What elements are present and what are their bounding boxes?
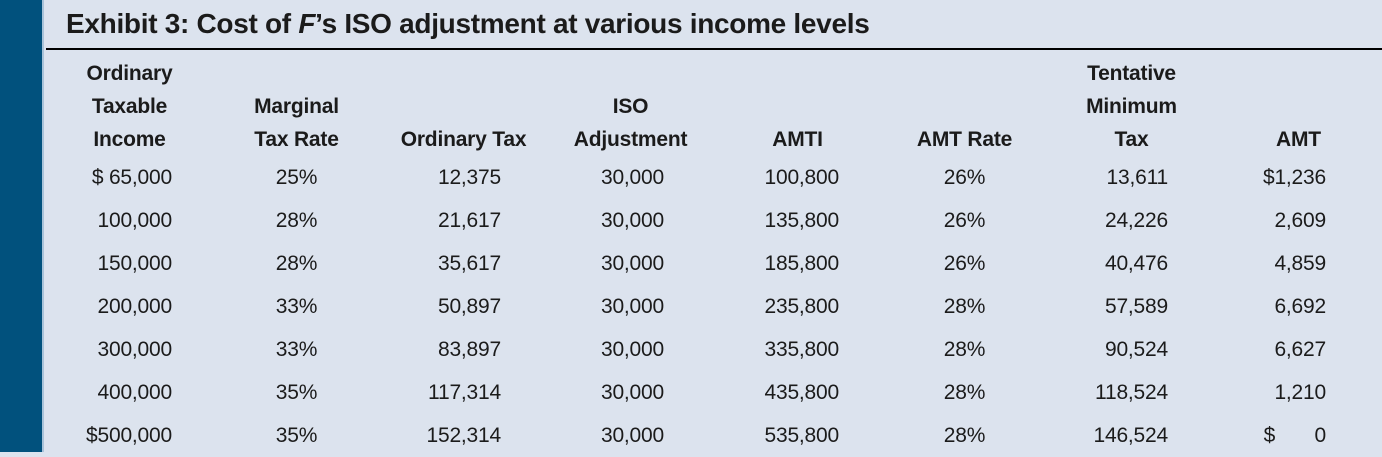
- cell-marginal-tax-rate: 35%: [213, 371, 380, 414]
- cell-marginal-tax-rate: 33%: [213, 328, 380, 371]
- cell-tentative-minimum-tax: 90,524: [1048, 328, 1215, 371]
- cell-ordinary-taxable-income: 200,000: [46, 285, 213, 328]
- cell-iso-adjustment: 30,000: [547, 199, 714, 242]
- column-header-line: Adjustment: [547, 123, 714, 156]
- cell-amt: 2,609: [1215, 199, 1382, 242]
- cell-tentative-minimum-tax: 57,589: [1048, 285, 1215, 328]
- cell-ordinary-tax: 21,617: [380, 199, 547, 242]
- cell-ordinary-taxable-income: $ 65,000: [46, 156, 213, 199]
- column-header-line: Tax: [1048, 123, 1215, 156]
- cell-amt: 6,627: [1215, 328, 1382, 371]
- column-header-line: Income: [46, 123, 213, 156]
- cell-marginal-tax-rate: 28%: [213, 242, 380, 285]
- cell-ordinary-tax: 117,314: [380, 371, 547, 414]
- cell-ordinary-tax: 50,897: [380, 285, 547, 328]
- cell-amt: 1,210: [1215, 371, 1382, 414]
- cell-marginal-tax-rate: 25%: [213, 156, 380, 199]
- column-header-line: Ordinary: [46, 57, 213, 90]
- column-header-line: Tax Rate: [213, 123, 380, 156]
- cell-iso-adjustment: 30,000: [547, 414, 714, 457]
- column-header-line: ISO: [547, 90, 714, 123]
- cell-tentative-minimum-tax: 146,524: [1048, 414, 1215, 457]
- column-header-line: Ordinary Tax: [380, 123, 547, 156]
- exhibit-title-suffix: ’s ISO adjustment at various income leve…: [315, 8, 869, 39]
- cell-amti: 235,800: [714, 285, 881, 328]
- cell-amt: $1,236: [1215, 156, 1382, 199]
- cell-amti: 335,800: [714, 328, 881, 371]
- cell-marginal-tax-rate: 33%: [213, 285, 380, 328]
- cell-tentative-minimum-tax: 118,524: [1048, 371, 1215, 414]
- cell-ordinary-taxable-income: 150,000: [46, 242, 213, 285]
- cell-ordinary-taxable-income: 100,000: [46, 199, 213, 242]
- column-header-line: Minimum: [1048, 90, 1215, 123]
- cell-amt-rate: 28%: [881, 371, 1048, 414]
- cell-iso-adjustment: 30,000: [547, 285, 714, 328]
- cell-ordinary-tax: 83,897: [380, 328, 547, 371]
- cell-amti: 185,800: [714, 242, 881, 285]
- accent-bar: [0, 0, 44, 452]
- column-header-line: AMTI: [714, 123, 881, 156]
- cell-tentative-minimum-tax: 24,226: [1048, 199, 1215, 242]
- column-header-line: AMT: [1215, 123, 1382, 156]
- cell-amt-rate: 26%: [881, 199, 1048, 242]
- cell-amti: 435,800: [714, 371, 881, 414]
- exhibit-title-prefix: Exhibit 3: Cost of: [66, 8, 298, 39]
- exhibit-title-entity: F: [298, 8, 315, 39]
- exhibit-title: Exhibit 3: Cost of F’s ISO adjustment at…: [46, 0, 1382, 50]
- cell-ordinary-taxable-income: 400,000: [46, 371, 213, 414]
- column-header-line: Taxable: [46, 90, 213, 123]
- cell-amt-rate: 28%: [881, 414, 1048, 457]
- cell-iso-adjustment: 30,000: [547, 156, 714, 199]
- cell-ordinary-taxable-income: 300,000: [46, 328, 213, 371]
- cell-amt-rate: 26%: [881, 156, 1048, 199]
- column-header-ordinary-tax: Ordinary Tax: [380, 50, 547, 156]
- exhibit-panel: Exhibit 3: Cost of F’s ISO adjustment at…: [46, 0, 1382, 452]
- cell-ordinary-tax: 35,617: [380, 242, 547, 285]
- cell-amt: 6,692: [1215, 285, 1382, 328]
- cell-tentative-minimum-tax: 13,611: [1048, 156, 1215, 199]
- column-header-amt-rate: AMT Rate: [881, 50, 1048, 156]
- cell-tentative-minimum-tax: 40,476: [1048, 242, 1215, 285]
- cell-amt: $ 0: [1215, 414, 1382, 457]
- cell-iso-adjustment: 30,000: [547, 328, 714, 371]
- cell-ordinary-tax: 12,375: [380, 156, 547, 199]
- cell-iso-adjustment: 30,000: [547, 242, 714, 285]
- column-header-line: Marginal: [213, 90, 380, 123]
- cell-amt-rate: 26%: [881, 242, 1048, 285]
- cell-iso-adjustment: 30,000: [547, 371, 714, 414]
- column-header-line: AMT Rate: [881, 123, 1048, 156]
- column-header-amt: AMT: [1215, 50, 1382, 156]
- cell-ordinary-taxable-income: $500,000: [46, 414, 213, 457]
- cell-amt: 4,859: [1215, 242, 1382, 285]
- cell-ordinary-tax: 152,314: [380, 414, 547, 457]
- cell-amti: 100,800: [714, 156, 881, 199]
- cell-amti: 135,800: [714, 199, 881, 242]
- cell-amti: 535,800: [714, 414, 881, 457]
- cell-amt-rate: 28%: [881, 328, 1048, 371]
- column-header-amti: AMTI: [714, 50, 881, 156]
- column-header-line: Tentative: [1048, 57, 1215, 90]
- cell-amt-rate: 28%: [881, 285, 1048, 328]
- cell-marginal-tax-rate: 28%: [213, 199, 380, 242]
- cell-marginal-tax-rate: 35%: [213, 414, 380, 457]
